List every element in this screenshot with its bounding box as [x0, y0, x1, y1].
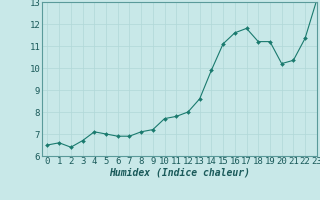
X-axis label: Humidex (Indice chaleur): Humidex (Indice chaleur)	[109, 168, 250, 178]
